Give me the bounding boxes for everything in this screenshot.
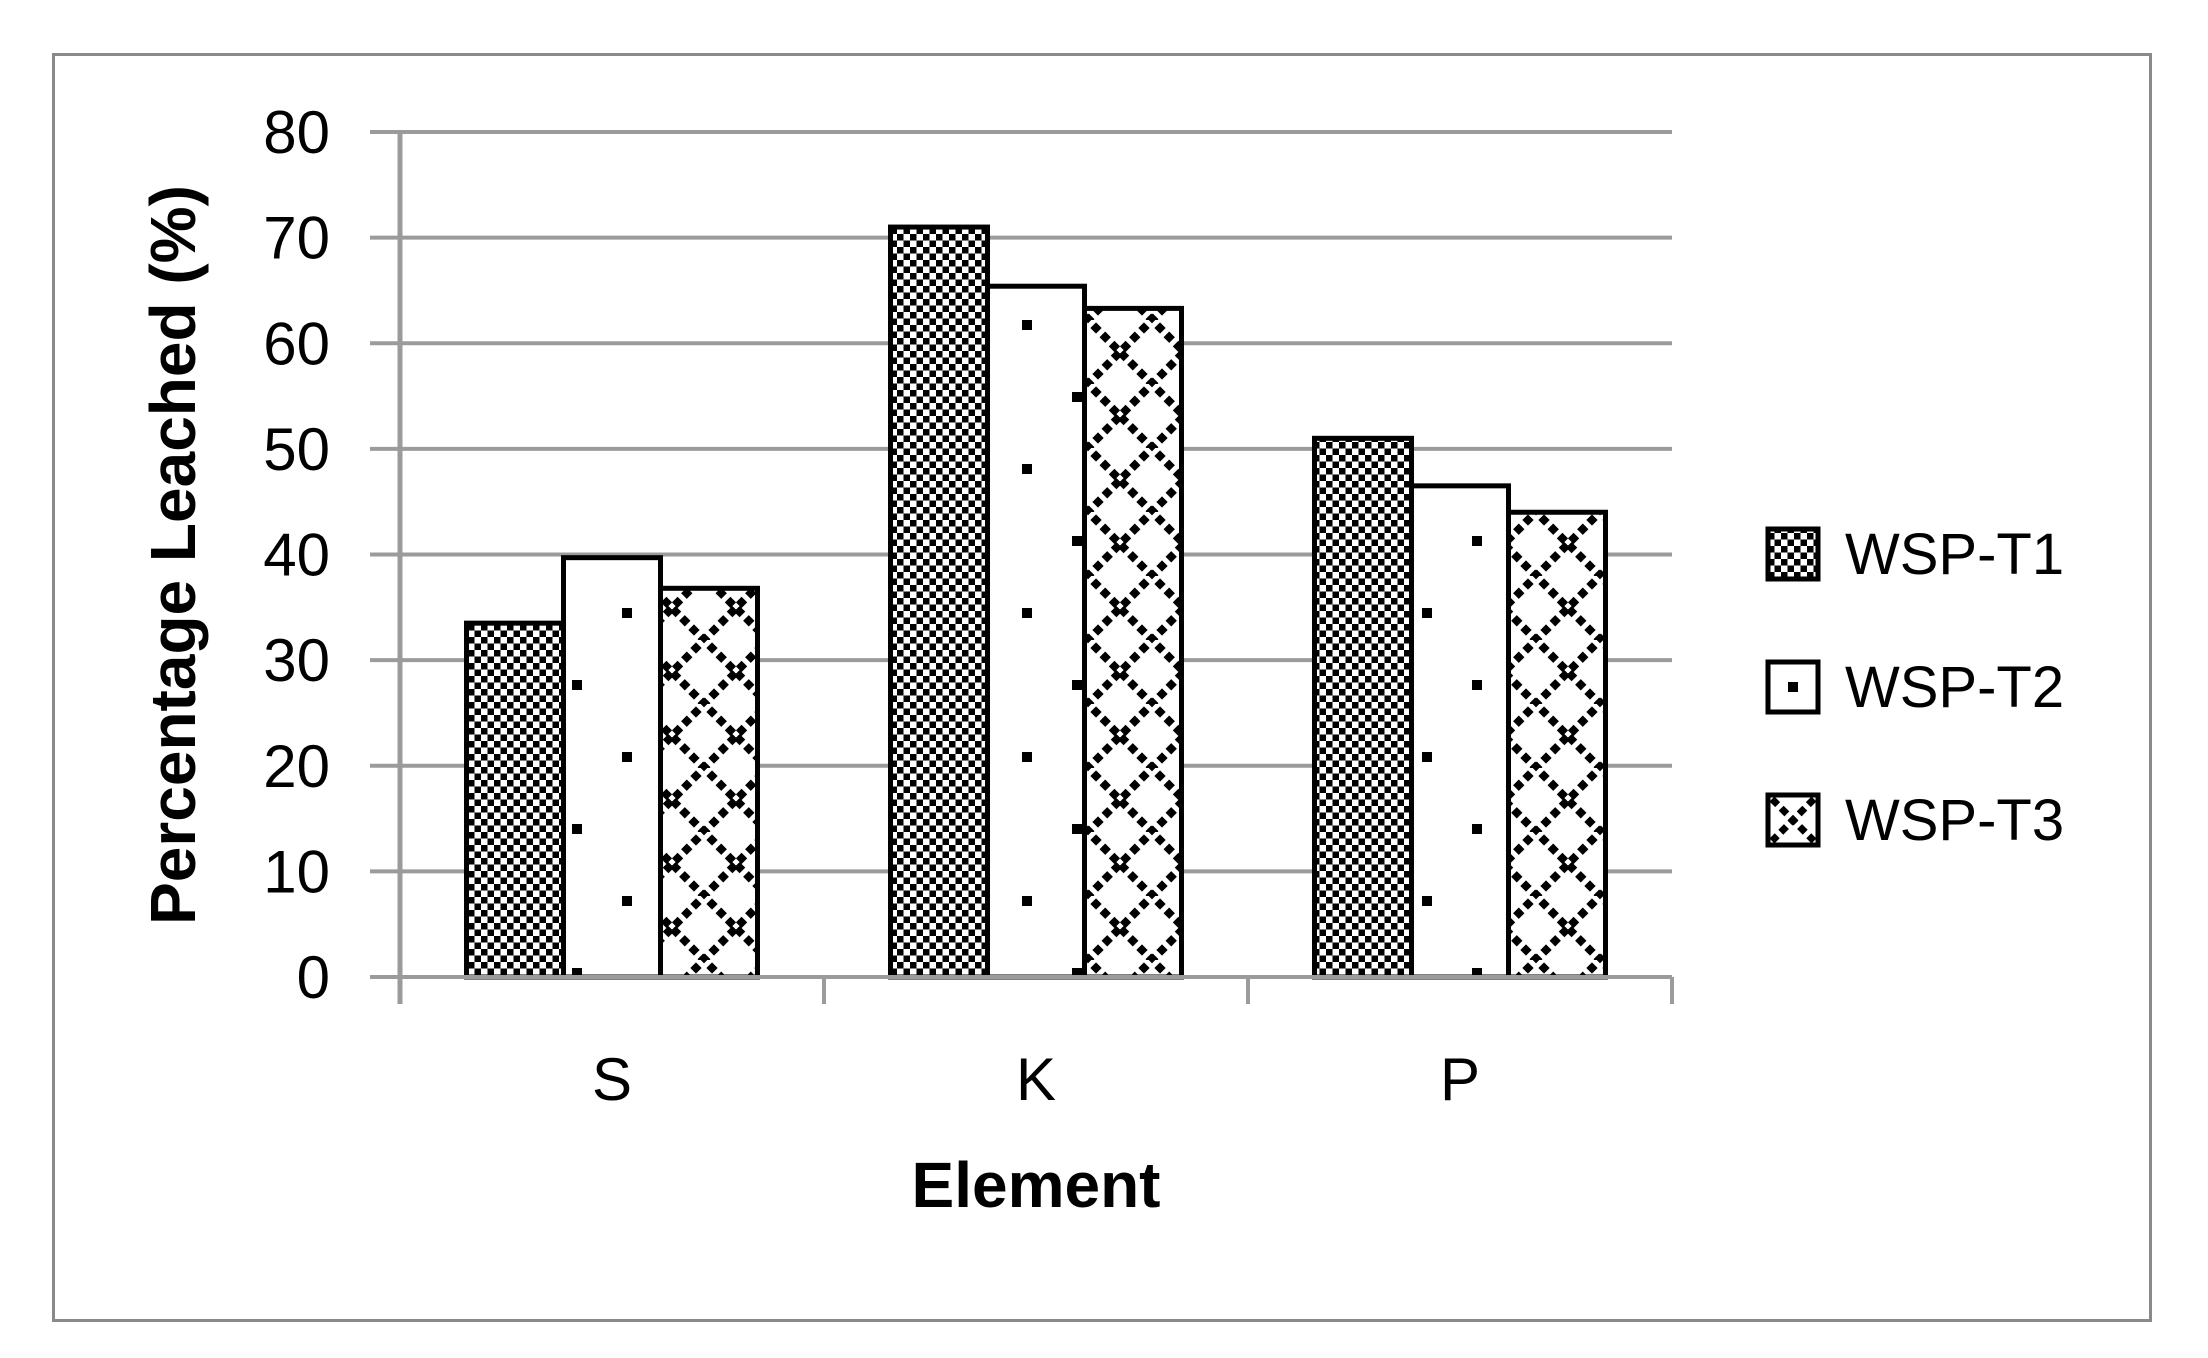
legend: WSP-T1 WSP-T2 WSP-T3: [1765, 522, 2064, 853]
y-axis-title: Percentage Leached (%): [137, 185, 209, 925]
x-tick-label-K: K: [1016, 1046, 1056, 1113]
bar-K-WSP-T1: [888, 224, 990, 980]
legend-label-WSP-T1: WSP-T1: [1845, 522, 2064, 587]
y-tick-label-0: 0: [297, 944, 330, 1011]
y-tick-label-20: 20: [263, 733, 330, 800]
bar-series: [464, 224, 1608, 980]
y-tick-label-60: 60: [263, 310, 330, 377]
legend-label-WSP-T2: WSP-T2: [1845, 655, 2064, 720]
x-tick-label-S: S: [592, 1046, 632, 1113]
x-axis-title: Element: [912, 1149, 1161, 1221]
bar-S-WSP-T2: [561, 555, 663, 980]
axes: [370, 132, 1674, 1004]
legend-item-WSP-T3: WSP-T3: [1765, 788, 2064, 853]
y-tick-label-30: 30: [263, 627, 330, 694]
bar-K-WSP-T2: [985, 283, 1087, 980]
bar-P-WSP-T1: [1312, 435, 1414, 980]
legend-item-WSP-T1: WSP-T1: [1765, 522, 2064, 587]
y-tick-label-80: 80: [263, 99, 330, 166]
bar-S-WSP-T1: [464, 620, 566, 980]
y-tick-labels: 0 10 20 30 40 50 60 70 80: [263, 99, 330, 1011]
dot: [1788, 682, 1798, 692]
legend-label-WSP-T3: WSP-T3: [1845, 788, 2064, 853]
bar-K-WSP-T3: [1082, 305, 1184, 980]
cross: [1769, 796, 1817, 844]
bar-S-WSP-T3: [658, 585, 760, 980]
checkerboard-pattern-icon: [1765, 526, 1821, 582]
y-tick-label-10: 10: [263, 838, 330, 905]
y-tick-label-50: 50: [263, 416, 330, 483]
x-tick-label-P: P: [1440, 1046, 1480, 1113]
bar-P-WSP-T2: [1409, 483, 1511, 980]
y-tick-label-40: 40: [263, 522, 330, 589]
series-WSP-T3: [658, 305, 1608, 980]
bar-P-WSP-T3: [1506, 509, 1608, 980]
series-WSP-T2: [561, 283, 1511, 980]
legend-item-WSP-T2: WSP-T2: [1765, 655, 2064, 720]
y-tick-label-70: 70: [263, 205, 330, 272]
